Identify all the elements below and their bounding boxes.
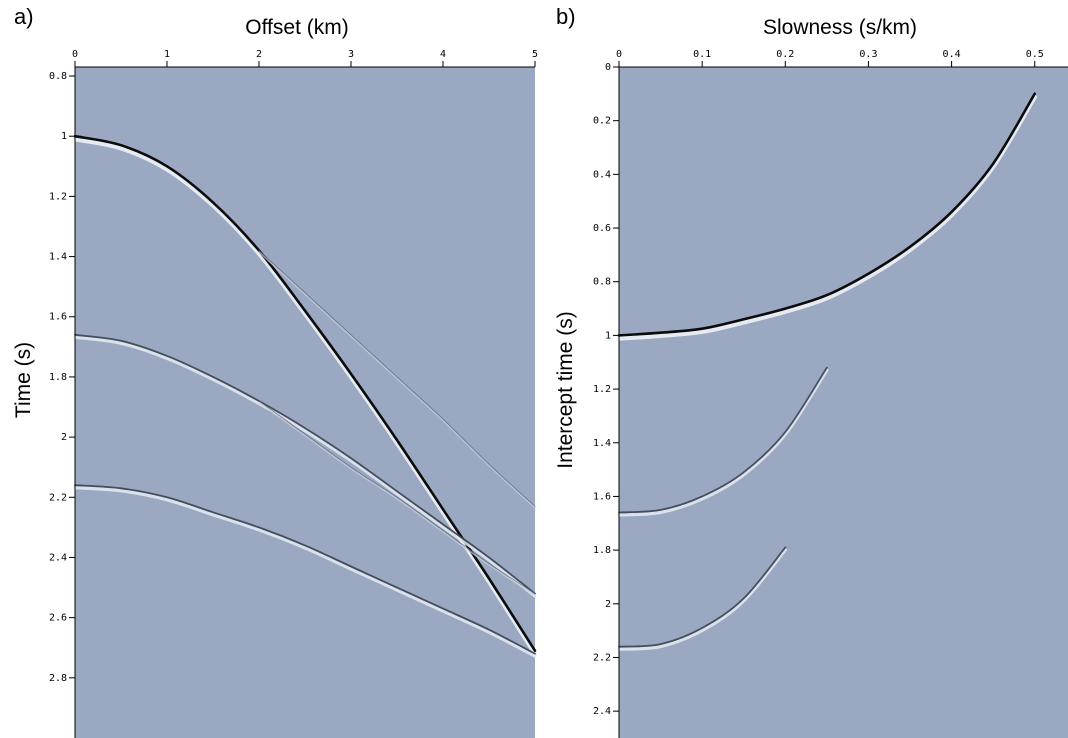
panel-b-y-tick-label: 1.4	[593, 438, 611, 449]
panel-b-y-tick-label: 2	[605, 599, 611, 610]
panel-a-event-1-halo	[72, 136, 538, 656]
panel-a-x-tick-label: 4	[440, 49, 446, 60]
panel-a-x-tick-label: 1	[164, 49, 170, 60]
panel-a-y-axis-title: Time (s)	[12, 342, 35, 418]
panel-a-y-tick-label: 1.2	[49, 191, 67, 202]
panel-b-y-tick-label: 2.4	[593, 706, 611, 717]
panel-b-event-2-halo	[617, 368, 829, 517]
panel-b-x-tick-label: 0.5	[1026, 49, 1044, 60]
panel-a-event-5	[258, 400, 536, 596]
panel-a-x-tick-label: 2	[256, 49, 262, 60]
panel-b-y-tick-label: 0.4	[593, 169, 611, 180]
panel-b-label: b)	[556, 4, 576, 29]
panel-a-y-tick-label: 2.6	[49, 613, 67, 624]
panel-b-y-tick-label: 1	[605, 330, 611, 341]
panel-a-event-4-line	[258, 250, 536, 507]
panel-b-event-3-halo	[617, 548, 787, 651]
panel-a-event-5-halo	[258, 401, 536, 596]
panel-b-x-tick-label: 0.1	[693, 49, 711, 60]
panel-b-x-tick-label: 0	[616, 49, 622, 60]
panel-a-label: a)	[14, 4, 34, 29]
panel-b-x-axis-title: Slowness (s/km)	[763, 16, 917, 39]
panel-a-event-2-halo	[73, 335, 537, 598]
panel-b-event-1-line	[617, 92, 1036, 337]
panel-b-axes: 0 0.1 0.2 0.3 0.4 0.5 0 0.2 0.4 0.6 0.8 1 1.2 1.4 1.6 1…	[593, 49, 1068, 738]
panel-b-y-tick-label: 0	[605, 62, 611, 73]
panel-a-x-axis-title: Offset (km)	[245, 16, 348, 39]
panel-a-event-5-line	[258, 400, 536, 595]
panel-a-event-2-line	[74, 333, 536, 595]
panel-b-event-2-line	[618, 366, 828, 514]
panel-b-y-tick-label: 1.6	[593, 491, 611, 502]
panel-a-event-3	[73, 484, 537, 658]
panel-b-x-tick-label: 0.4	[943, 49, 961, 60]
panel-a-y-tick-label: 1.8	[49, 372, 67, 383]
panel-a-y-tick-label: 2.2	[49, 492, 67, 503]
panel-a-y-tick-label: 1	[61, 131, 67, 142]
panel-a-y-tick-label: 1.4	[49, 252, 67, 263]
panel-a-y-tick-label: 2.8	[49, 673, 67, 684]
panel-a-y-tick-label: 0.8	[49, 71, 67, 82]
panel-a-event-2	[73, 333, 537, 598]
panel-a-event-4-halo	[258, 251, 536, 509]
panel-a-axes: 0 1 2 3 4 5 0.8 1 1.2 1.4 1.6 1.8 2 2.2 2.4 2.6 2.8	[49, 49, 538, 738]
panel-b-event-1-halo	[616, 94, 1037, 341]
panel-b-event-3	[617, 546, 787, 651]
panel-b-y-tick-label: 2.2	[593, 652, 611, 663]
panel-b-y-tick-label: 1.2	[593, 384, 611, 395]
panel-a-x-tick-label: 5	[532, 49, 538, 60]
panel-a-traces	[72, 134, 538, 658]
panel-a-plot-area	[75, 67, 535, 738]
panel-b-x-tick-label: 0.3	[859, 49, 877, 60]
panel-a-y-tick-label: 1.6	[49, 312, 67, 323]
panel-b-event-3-line	[618, 546, 787, 648]
panel-b-y-tick-label: 0.6	[593, 223, 611, 234]
panel-b-y-axis-title: Intercept time (s)	[554, 311, 577, 469]
panel-a-event-4	[258, 250, 536, 509]
panel-b-y-tick-label: 1.8	[593, 545, 611, 556]
panel-b-x-tick-label: 0.2	[776, 49, 794, 60]
panel-b-event-1	[616, 92, 1037, 341]
panel-a-event-3-line	[74, 484, 536, 655]
panel-a: a) Offset (km) Time (s) 0 1 2 3 4 5 0.8 1 1.2 1.4…	[12, 4, 538, 738]
panel-a-y-tick-label: 2.4	[49, 552, 67, 563]
panel-b-plot-area	[619, 67, 1068, 738]
panel-b-y-tick-label: 0.8	[593, 277, 611, 288]
panel-b-event-2	[617, 366, 829, 517]
panel-a-y-tick-label: 2	[61, 432, 67, 443]
panel-b-traces	[616, 92, 1037, 651]
panel-a-event-3-halo	[73, 486, 537, 658]
panel-b-y-tick-label: 0.2	[593, 116, 611, 127]
panel-a-x-tick-label: 0	[72, 49, 78, 60]
panel-a-x-tick-label: 3	[348, 49, 354, 60]
